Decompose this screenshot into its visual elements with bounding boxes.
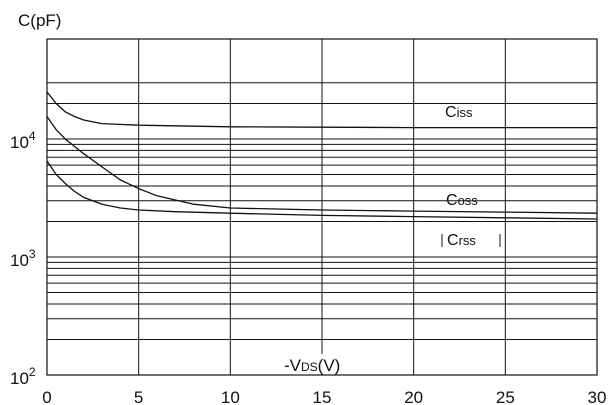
x-tick-label: 20 [404, 388, 423, 405]
x-tick-label: 30 [588, 388, 607, 405]
grid [46, 39, 598, 376]
series-label-bg [440, 231, 504, 249]
x-tick-labels: 0 5 10 15 20 25 30 [42, 388, 606, 405]
y-axis-label: C(pF) [18, 11, 61, 30]
x-tick-label: 15 [313, 388, 332, 405]
series-labels: Ciss Coss Crss [440, 104, 504, 249]
y-tick-label: 104 [10, 129, 36, 152]
series-label-ciss: Ciss [445, 104, 473, 121]
series-line-ciss [46, 91, 597, 129]
x-tick-label: 0 [42, 388, 51, 405]
series-line-crss [46, 160, 598, 220]
y-tick-label: 102 [10, 365, 36, 388]
series-line-coss [46, 116, 598, 214]
x-tick-label: 10 [221, 388, 240, 405]
x-axis-label: -VDS(V) [284, 356, 340, 375]
x-tick-label: 5 [134, 388, 143, 405]
plot-frame [46, 38, 598, 376]
x-axis-label-bg [282, 354, 360, 374]
series-label-crss: Crss [447, 232, 476, 249]
y-tick-label: 103 [10, 247, 36, 270]
y-tick-labels: 102 103 104 [10, 129, 36, 388]
series-group [46, 91, 598, 220]
series-label-coss: Coss [446, 192, 478, 209]
x-tick-label: 25 [496, 388, 515, 405]
